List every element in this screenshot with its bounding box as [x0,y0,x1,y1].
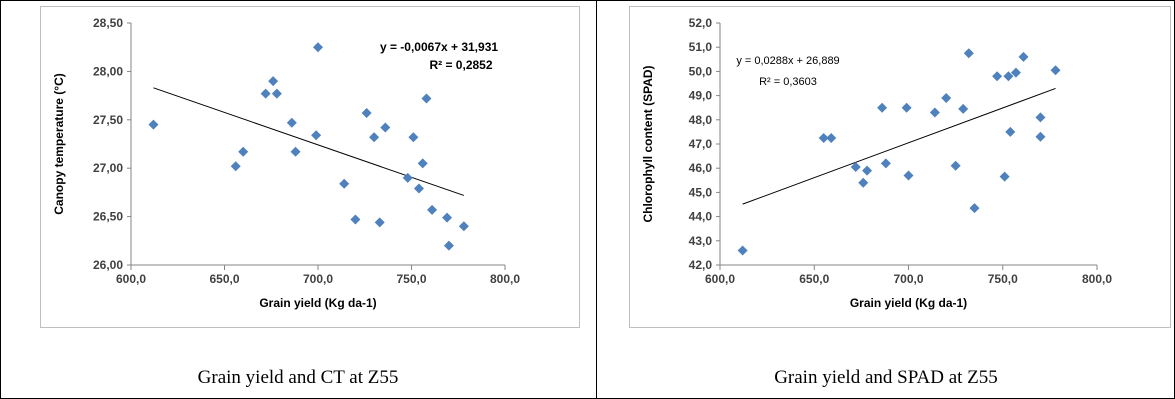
data-point [443,240,454,251]
data-point [271,88,282,99]
data-point [442,212,453,223]
y-tick-label: 42,0 [689,258,713,272]
x-axis-title: Grain yield (Kg da-1) [259,296,376,310]
data-point [858,177,869,188]
data-point [413,183,424,194]
data-point [992,71,1003,82]
data-point [290,146,301,157]
data-point [380,122,391,133]
spad-chart-box: 42,0 43,0 44,0 45,0 46,0 47,0 48,0 49,0 50,0 51,0… [629,6,1171,328]
y-tick-label: 44,0 [689,210,713,224]
data-point [350,214,361,225]
trendline [153,87,465,196]
data-point [313,42,323,53]
data-point [826,132,837,143]
data-point [903,170,914,181]
r-squared-label: R² = 0,3603 [759,76,817,88]
data-point [901,102,912,113]
data-point [862,165,873,176]
r-squared-label: R² = 0,2852 [429,58,492,72]
trend-equation: y = 0,0288x + 26,889 [736,55,839,67]
x-tick-label: 600,0 [116,272,146,286]
data-point [1035,131,1046,142]
x-tick-label: 650,0 [799,272,829,286]
data-point [1005,126,1016,137]
y-tick-label: 28,00 [93,64,123,78]
data-point [737,245,748,256]
y-tick-label: 27,50 [93,113,123,127]
x-tick-label: 650,0 [209,272,239,286]
data-point [1035,112,1046,123]
data-point [260,88,271,99]
y-tick-label: 52,0 [689,16,713,30]
y-tick-label: 26,50 [93,210,123,224]
data-point [427,204,438,215]
data-point [148,119,159,130]
y-tick-label: 27,00 [93,161,123,175]
y-axis-title: Canopy temperature (°C) [52,73,66,215]
data-point [369,132,380,143]
trendline [742,87,1056,205]
ct-caption: Grain yield and CT at Z55 [197,367,399,388]
data-point [268,76,279,87]
data-point [818,132,829,143]
data-point [1003,71,1014,82]
data-point [286,117,297,128]
data-point [339,178,350,189]
data-point [958,103,969,114]
y-tick-label: 51,0 [689,40,713,54]
data-point [408,132,419,143]
y-tick-label: 43,0 [689,234,713,248]
x-axis-title: Grain yield (Kg da-1) [850,296,967,310]
data-point [877,102,888,113]
x-tick-label: 700,0 [893,272,923,286]
y-axis-title: Chlorophyll content (SPAD) [641,65,655,222]
ct-chart-box: 26,00 26,50 27,00 27,50 28,00 28,50 600,0 650,0… [40,6,580,328]
y-tick-label: 26,00 [93,258,123,272]
x-tick-label: 750,0 [396,272,426,286]
x-tick-label: 800,0 [490,272,520,286]
data-point [238,146,249,157]
spad-caption: Grain yield and SPAD at Z55 [774,367,998,388]
y-tick-label: 50,0 [689,64,713,78]
left-cell: 26,00 26,50 27,00 27,50 28,00 28,50 600,0 650,0… [40,0,597,399]
trend-equation: y = -0,0067x + 31,931 [380,40,498,54]
y-tick-label: 47,0 [689,137,713,151]
data-point [361,108,372,119]
data-point [963,48,974,59]
data-point [880,158,891,169]
data-point [1010,67,1021,78]
data-point [1018,51,1029,62]
data-point [999,171,1010,182]
data-point [941,93,952,104]
ct-scatter-chart: 26,00 26,50 27,00 27,50 28,00 28,50 600,0 650,0… [52,16,520,310]
data-point [311,130,322,141]
data-point [421,93,432,104]
y-tick-label: 49,0 [689,89,713,103]
spad-scatter-chart: 42,0 43,0 44,0 45,0 46,0 47,0 48,0 49,0 50,0 51,0… [641,16,1112,310]
data-point [1050,65,1061,76]
data-point [969,203,980,214]
data-point [402,172,413,183]
x-tick-label: 800,0 [1082,272,1112,286]
x-tick-label: 700,0 [303,272,333,286]
data-point [374,217,385,228]
right-cell: 42,0 43,0 44,0 45,0 46,0 47,0 48,0 49,0 50,0 51,0… [597,0,1175,399]
data-point [929,107,940,118]
y-tick-label: 48,0 [689,113,713,127]
data-point [950,160,961,171]
data-point [230,161,241,172]
data-point [417,158,428,169]
y-tick-label: 46,0 [689,161,713,175]
y-tick-label: 45,0 [689,185,713,199]
data-point [458,221,469,232]
x-tick-label: 750,0 [988,272,1018,286]
x-tick-label: 600,0 [705,272,735,286]
data-point [850,161,861,172]
y-tick-label: 28,50 [93,16,123,30]
